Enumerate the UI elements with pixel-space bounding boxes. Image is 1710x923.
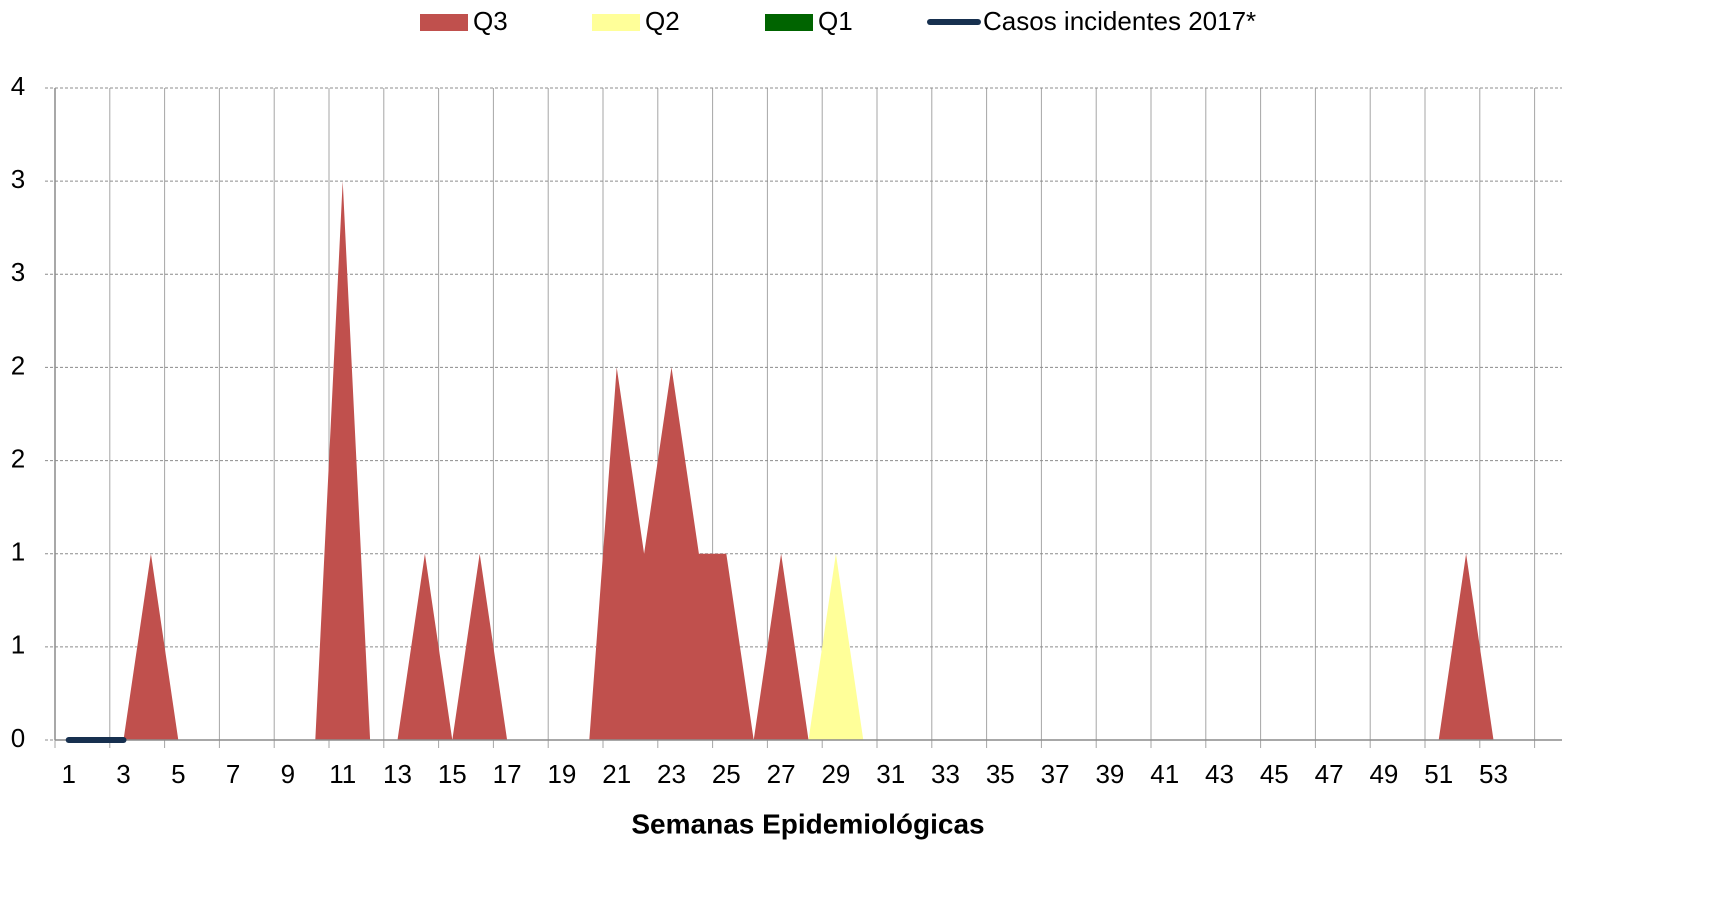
- legend-swatch: [420, 14, 468, 31]
- legend-swatch: [765, 14, 813, 31]
- y-tick-label: 0: [11, 723, 25, 753]
- x-tick-label: 29: [821, 759, 850, 789]
- y-tick-label: 3: [11, 164, 25, 194]
- x-tick-label: 17: [493, 759, 522, 789]
- x-tick-label: 41: [1150, 759, 1179, 789]
- y-tick-label: 1: [11, 537, 25, 567]
- x-tick-label: 25: [712, 759, 741, 789]
- y-tick-label: 2: [11, 443, 25, 473]
- legend-swatch: [592, 14, 640, 31]
- x-tick-label: 21: [602, 759, 631, 789]
- x-tick-label: 53: [1479, 759, 1508, 789]
- x-tick-label: 51: [1424, 759, 1453, 789]
- x-tick-label: 9: [281, 759, 295, 789]
- x-tick-label: 39: [1095, 759, 1124, 789]
- x-axis-label: Semanas Epidemiológicas: [631, 808, 984, 839]
- x-tick-label: 15: [438, 759, 467, 789]
- legend-label: Q3: [473, 6, 508, 36]
- y-tick-label: 1: [11, 630, 25, 660]
- x-tick-label: 47: [1315, 759, 1344, 789]
- x-tick-label: 13: [383, 759, 412, 789]
- legend-label: Casos incidentes 2017*: [983, 6, 1256, 36]
- y-tick-label: 4: [11, 71, 25, 101]
- x-tick-label: 37: [1041, 759, 1070, 789]
- x-tick-label: 31: [876, 759, 905, 789]
- legend-label: Q2: [645, 6, 680, 36]
- x-tick-label: 19: [547, 759, 576, 789]
- x-tick-label: 43: [1205, 759, 1234, 789]
- x-tick-label: 33: [931, 759, 960, 789]
- y-tick-label: 2: [11, 350, 25, 380]
- x-tick-label: 1: [61, 759, 75, 789]
- x-tick-label: 7: [226, 759, 240, 789]
- x-tick-label: 11: [329, 759, 356, 789]
- y-tick-label: 3: [11, 257, 25, 287]
- x-tick-label: 45: [1260, 759, 1289, 789]
- legend-label: Q1: [818, 6, 853, 36]
- x-tick-label: 49: [1369, 759, 1398, 789]
- x-tick-label: 23: [657, 759, 686, 789]
- x-tick-label: 5: [171, 759, 185, 789]
- x-tick-label: 35: [986, 759, 1015, 789]
- x-tick-label: 27: [767, 759, 796, 789]
- x-tick-label: 3: [116, 759, 130, 789]
